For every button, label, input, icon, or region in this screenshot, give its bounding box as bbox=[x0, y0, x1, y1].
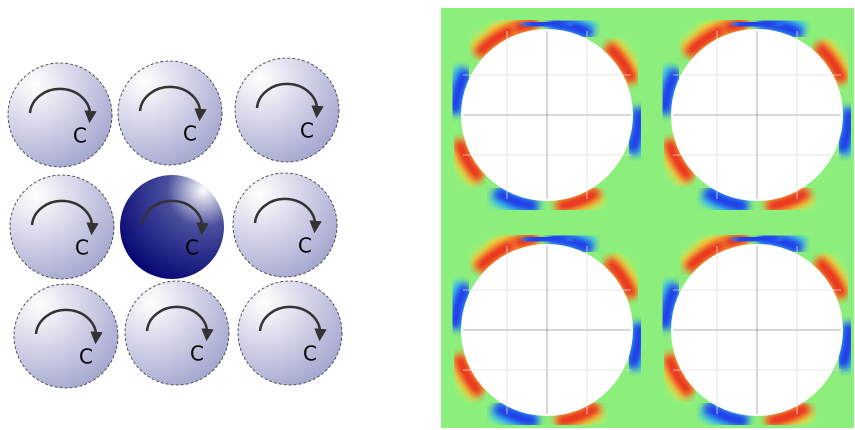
cell-circle bbox=[235, 58, 339, 162]
cell-circle bbox=[10, 175, 114, 279]
cell-grid: C C C C C C C C C bbox=[8, 58, 342, 388]
field-plot bbox=[441, 8, 854, 428]
field-lobe bbox=[735, 23, 780, 26]
cell-circle bbox=[125, 281, 229, 385]
cell-label: C bbox=[79, 345, 93, 369]
cell-label: C bbox=[300, 119, 314, 143]
field-lobe bbox=[735, 238, 780, 241]
cell-label: C bbox=[75, 236, 89, 260]
cell-label: C bbox=[298, 234, 312, 258]
cell-circle bbox=[14, 284, 118, 388]
cell-label: C bbox=[303, 342, 317, 366]
cell-label: C bbox=[185, 236, 199, 260]
cell-circle bbox=[118, 61, 222, 165]
cell-label: C bbox=[73, 124, 87, 148]
cell-label: C bbox=[190, 342, 204, 366]
cell-circle bbox=[238, 281, 342, 385]
field-lobe bbox=[525, 238, 570, 241]
cell-label: C bbox=[183, 122, 197, 146]
field-lobe bbox=[525, 23, 570, 26]
cell-circle bbox=[233, 173, 337, 277]
cell-circle bbox=[8, 63, 112, 167]
figure: C C C C C C C C C bbox=[0, 0, 855, 430]
cell-circle bbox=[120, 175, 224, 279]
